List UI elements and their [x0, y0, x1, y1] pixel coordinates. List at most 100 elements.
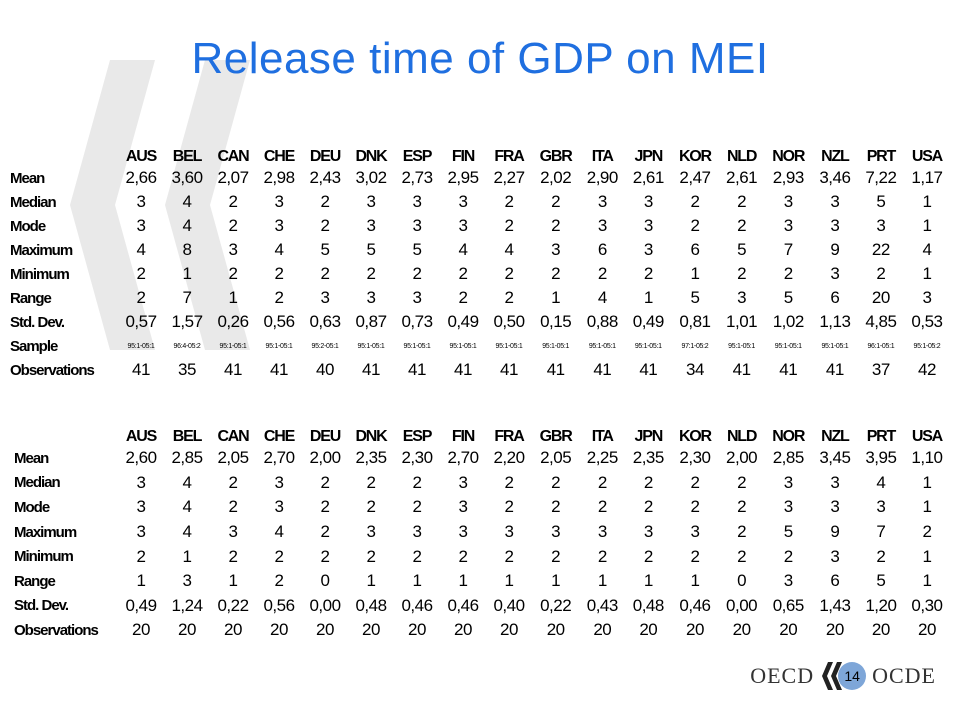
column-header-aus: AUS [125, 428, 157, 445]
table-cell: 2,60 [125, 448, 157, 468]
table-cell: 2 [737, 264, 747, 283]
table-row: Sample 95:1-05:1 96:4-05:2 95:1-05:1 95:1-05… [10, 334, 950, 358]
table-cell: 2 [597, 497, 607, 517]
table-cell: 0,49 [632, 312, 665, 331]
table-cell: 0,73 [401, 312, 433, 331]
table-cell: 41 [779, 360, 798, 379]
table-cell: 3 [458, 216, 468, 235]
table-cell: 2 [228, 192, 238, 211]
table-cell: 0,00 [726, 595, 758, 615]
table-cell: 0,46 [401, 595, 433, 615]
table-cell: 34 [685, 360, 704, 379]
table-cell: 0,26 [217, 312, 249, 331]
oecd-text: OECD [750, 663, 815, 688]
table-cell: 1 [182, 264, 192, 283]
table-cell: 20 [270, 620, 288, 640]
table-cell: 1 [922, 264, 932, 283]
table-cell: 3 [830, 497, 840, 517]
table-cell: 2 [504, 497, 514, 517]
table-cell: 3,02 [355, 168, 387, 187]
table-cell: 37 [871, 360, 890, 379]
table-row: Observations 41 35 41 41 40 41 41 41 41 41 41 41 34 41… [10, 358, 950, 382]
table-cell: 2,93 [772, 168, 805, 187]
table-cell: 41 [732, 360, 751, 379]
table-cell: 2,20 [493, 448, 525, 468]
table-row: Std. Dev. 0,57 1,57 0,26 0,56 0,63 0,87 0,73 0,4… [10, 310, 950, 334]
table-cell: 1 [551, 571, 561, 591]
table-cell: 3 [830, 216, 840, 235]
column-header-che: CHE [263, 428, 295, 445]
table-cell: 0,88 [586, 312, 619, 331]
table-cell: 3 [643, 522, 653, 542]
table-cell: 1 [690, 264, 700, 283]
column-header-fin: FIN [451, 428, 475, 445]
table-cell: 0,53 [911, 312, 943, 331]
table-cell: 2 [737, 497, 747, 517]
table-cell: 1 [922, 192, 932, 211]
table-cell: 96:1-05:1 [867, 342, 895, 350]
table-cell: 3 [182, 571, 192, 591]
table-cell: 1 [643, 288, 653, 307]
table-cell: 1 [366, 571, 376, 591]
table-cell: 1 [551, 288, 561, 307]
table-cell: 3 [228, 240, 238, 259]
table-cell: 1,43 [819, 595, 851, 615]
table-cell: 42 [917, 360, 936, 379]
table-cell: 0,50 [493, 312, 525, 331]
table-cell: 1 [643, 571, 653, 591]
table-cell: 0,43 [586, 595, 619, 615]
table-cell: 95:1-05:1 [219, 342, 247, 350]
table-cell: 1,20 [865, 595, 897, 615]
column-header-fra: FRA [494, 148, 524, 165]
table-cell: 2 [551, 216, 561, 235]
table-row: Minimum 2 1 2 2 2 2 2 2 2 2 2 2 1 2 2 3 2 1 [10, 262, 950, 286]
table-cell: 3 [737, 288, 747, 307]
table-cell: 20 [825, 620, 844, 640]
table-cell: 3 [597, 192, 607, 211]
table-cell: 3,46 [819, 168, 851, 187]
table-cell: 3 [783, 472, 793, 492]
table-cell: 20 [408, 620, 426, 640]
gdp-release-stats-table-2: AUS BEL CAN CHE DEU DNK ESP FIN FRA GBR ITA JPN KOR N… [14, 420, 950, 643]
table-cell: 20 [132, 620, 150, 640]
table-cell: 20 [639, 620, 658, 640]
table-cell: 3 [458, 497, 468, 517]
table-cell: 8 [182, 240, 192, 259]
table-cell: 3 [366, 192, 376, 211]
table-cell: 2 [320, 192, 330, 211]
table-cell: 6 [597, 240, 607, 259]
table-cell: 2 [737, 522, 747, 542]
table-cell: 2 [320, 497, 330, 517]
table-cell: 2 [504, 546, 514, 566]
table-cell: 2,66 [125, 168, 157, 187]
table-cell: 5 [876, 192, 886, 211]
table-cell: 35 [178, 360, 196, 379]
table-cell: 0,57 [125, 312, 157, 331]
column-header-prt: PRT [866, 428, 897, 445]
table-cell: 3 [783, 571, 793, 591]
table-cell: 1 [136, 571, 146, 591]
table-cell: 0,56 [263, 312, 295, 331]
table-row: Range 2 7 1 2 3 3 3 2 2 1 4 1 5 3 5 6 20 3 [10, 286, 950, 310]
table-cell: 97:1-05:2 [681, 342, 709, 350]
table-cell: 2,73 [401, 168, 433, 187]
table-cell: 1 [412, 571, 422, 591]
table-row: Maximum 4 8 3 4 5 5 5 4 4 3 6 3 6 5 7 9 22 4 [10, 238, 950, 262]
table-cell: 41 [825, 360, 844, 379]
column-header-kor: KOR [678, 148, 712, 165]
table-cell: 5 [366, 240, 376, 259]
table-cell: 1,02 [772, 312, 805, 331]
table-cell: 0,40 [493, 595, 525, 615]
table-cell: 2 [504, 192, 514, 211]
table-cell: 3 [876, 497, 886, 517]
column-header-dnk: DNK [355, 428, 387, 445]
table-cell: 2 [551, 546, 561, 566]
table-cell: 1 [597, 571, 607, 591]
table-cell: 2 [228, 497, 238, 517]
table-cell: 4 [597, 288, 607, 307]
table-cell: 95:1-05:1 [357, 342, 385, 350]
column-header-ita: ITA [591, 428, 614, 445]
table-cell: 2,05 [540, 448, 572, 468]
column-header-deu: DEU [309, 428, 341, 445]
table-cell: 2 [551, 497, 561, 517]
